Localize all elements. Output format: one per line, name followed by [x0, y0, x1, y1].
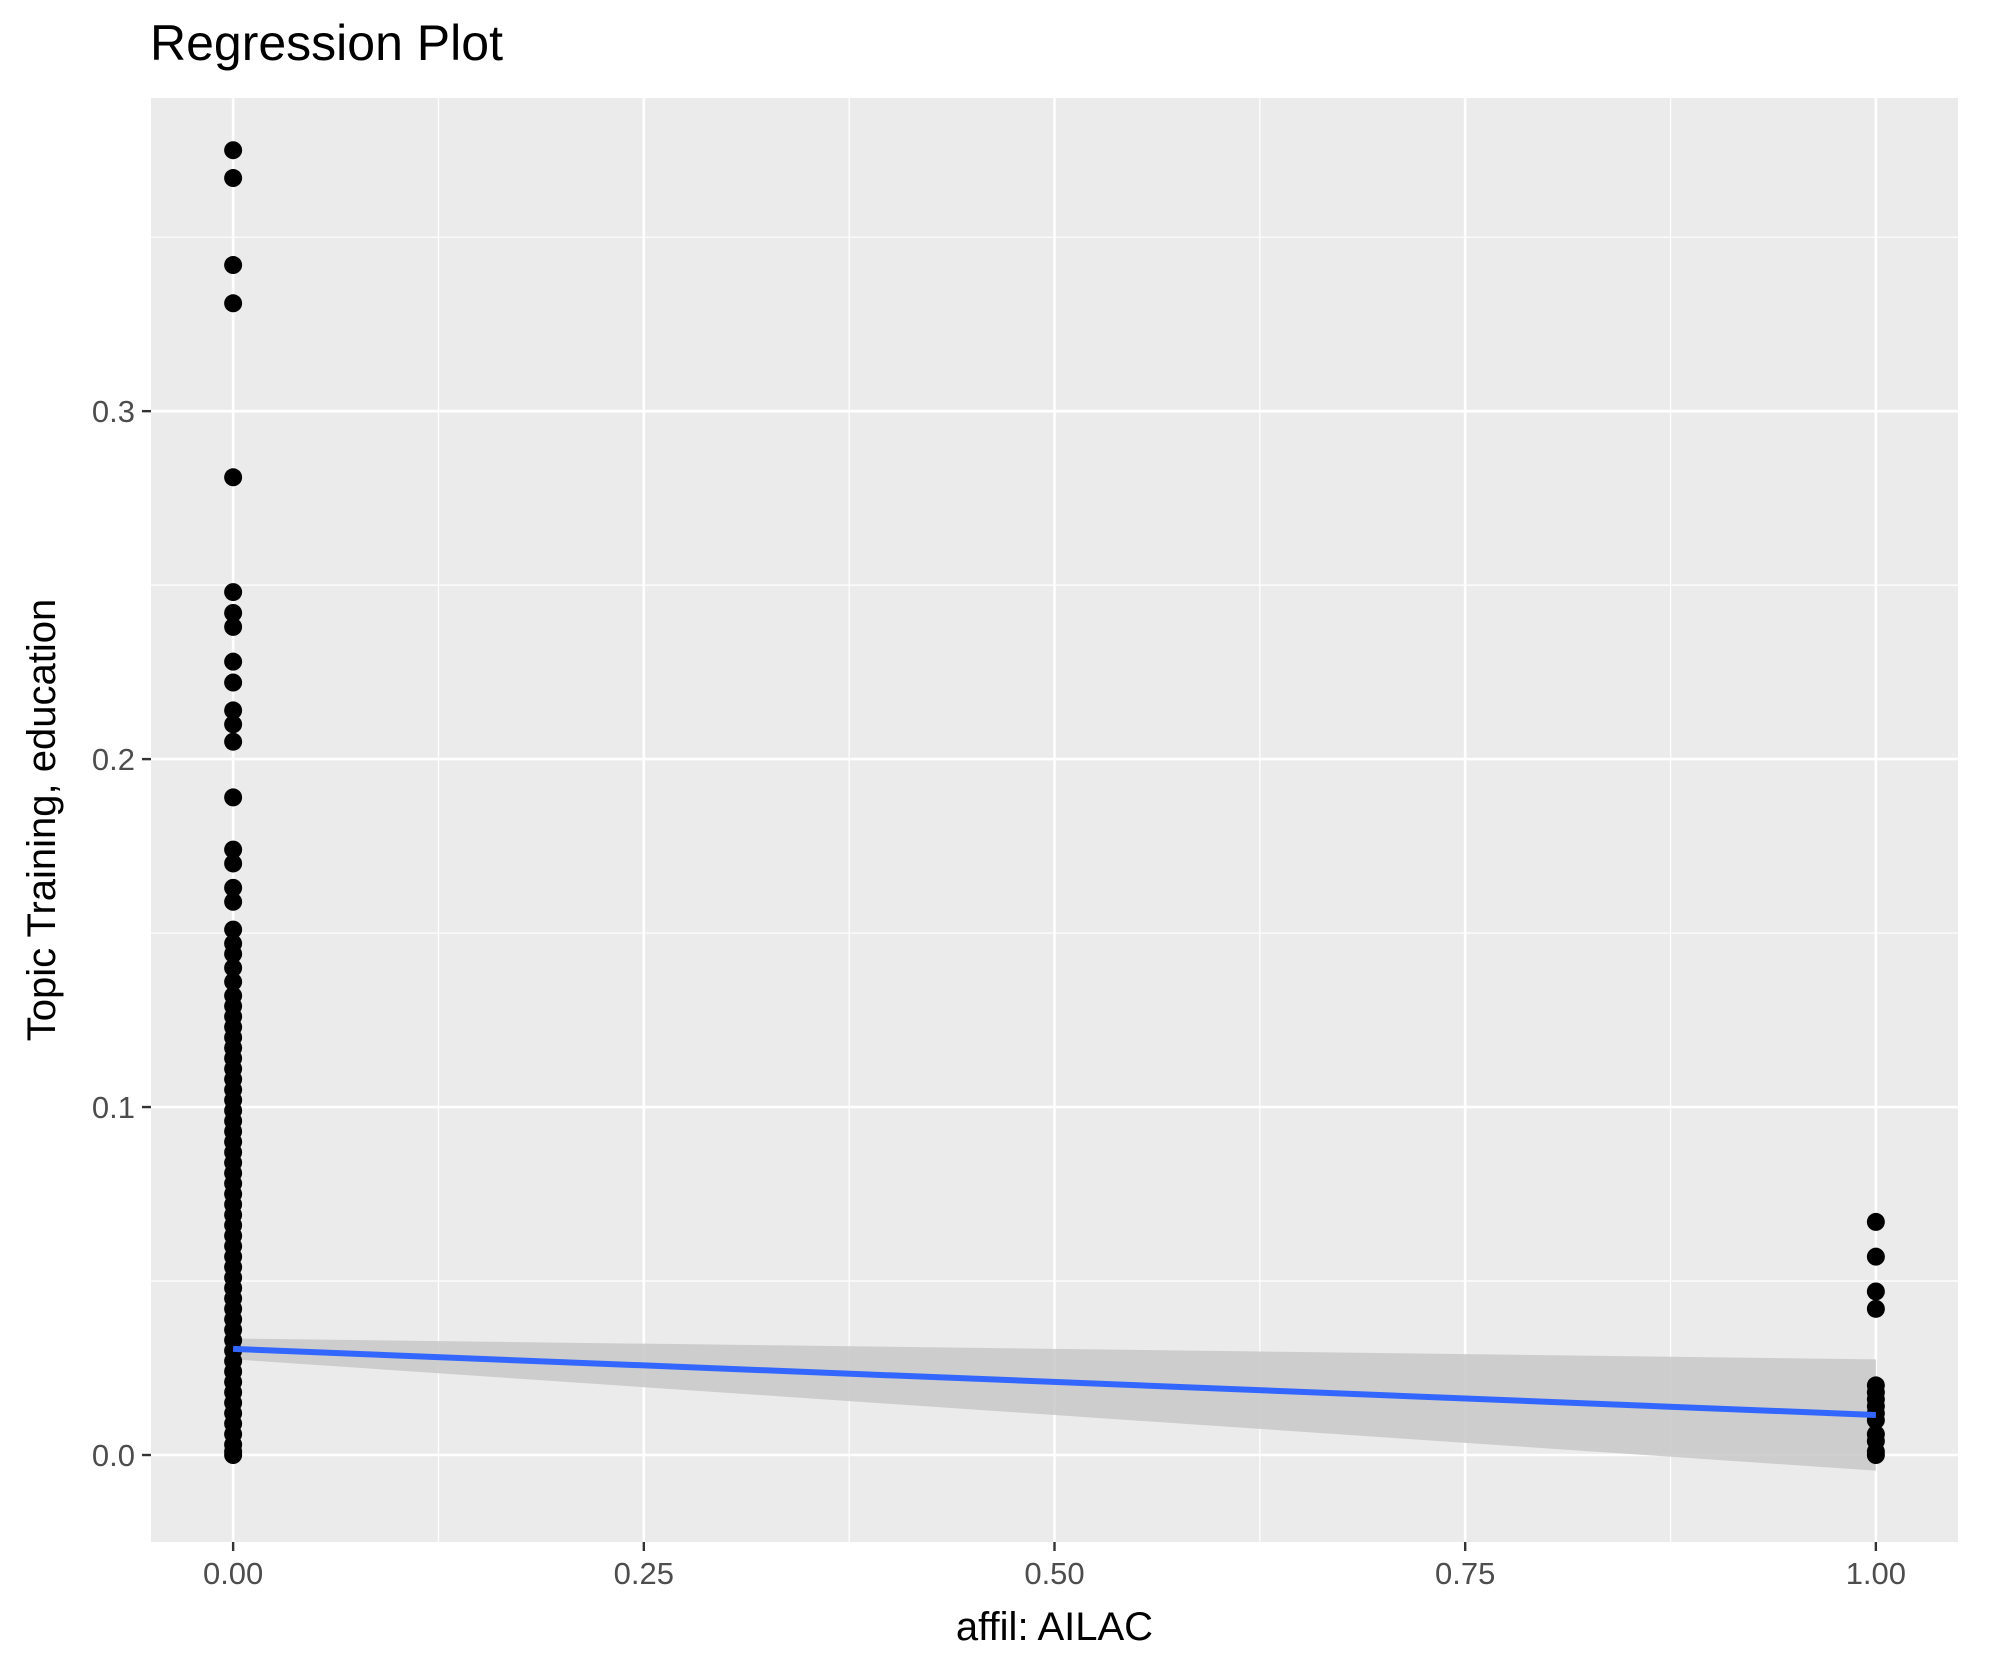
- data-point: [224, 468, 243, 487]
- data-point: [224, 603, 243, 622]
- x-tick-label: 0.25: [614, 1556, 674, 1591]
- regression-line: [233, 1345, 1876, 1418]
- data-point: [224, 652, 243, 671]
- y-tick-label: 0.2: [92, 742, 135, 777]
- data-point: [224, 715, 243, 734]
- y-tick-label: 0.3: [92, 394, 135, 429]
- chart-title: Regression Plot: [150, 15, 503, 71]
- grid-major: [151, 98, 1958, 1542]
- data-point: [224, 701, 243, 720]
- data-point: [224, 141, 243, 160]
- y-tick-label: 0.1: [92, 1090, 135, 1125]
- data-point: [224, 169, 243, 188]
- data-point: [224, 972, 243, 991]
- data-point: [1866, 1299, 1885, 1318]
- y-axis-title: Topic Training, education: [20, 599, 64, 1042]
- data-point: [224, 878, 243, 897]
- x-tick-label: 0.50: [1024, 1556, 1084, 1591]
- data-point: [224, 673, 243, 692]
- data-point: [224, 920, 243, 939]
- x-tick-label: 0.75: [1435, 1556, 1495, 1591]
- data-point: [224, 617, 243, 636]
- data-point: [224, 892, 243, 911]
- data-point: [1866, 1212, 1885, 1231]
- x-tick-label: 1.00: [1846, 1556, 1906, 1591]
- y-tick-label: 0.0: [92, 1438, 135, 1473]
- data-point: [224, 256, 243, 275]
- data-point: [1866, 1282, 1885, 1301]
- x-axis: 0.00 0.25 0.50 0.75 1.00: [203, 1542, 1906, 1591]
- data-point: [1866, 1247, 1885, 1266]
- x-tick-label: 0.00: [203, 1556, 263, 1591]
- data-point: [224, 944, 243, 963]
- data-point: [1866, 1446, 1885, 1465]
- data-point: [224, 958, 243, 977]
- x-axis-title: affil: AILAC: [956, 1605, 1153, 1649]
- data-point: [224, 583, 243, 602]
- y-axis: 0.0 0.1 0.2 0.3: [92, 394, 151, 1473]
- data-points: [224, 141, 1885, 1465]
- data-point: [224, 1446, 243, 1465]
- data-point: [224, 840, 243, 859]
- data-point: [224, 854, 243, 873]
- data-point: [224, 294, 243, 313]
- confidence-ribbon: [233, 1338, 1876, 1471]
- data-point: [224, 732, 243, 751]
- data-point: [224, 788, 243, 807]
